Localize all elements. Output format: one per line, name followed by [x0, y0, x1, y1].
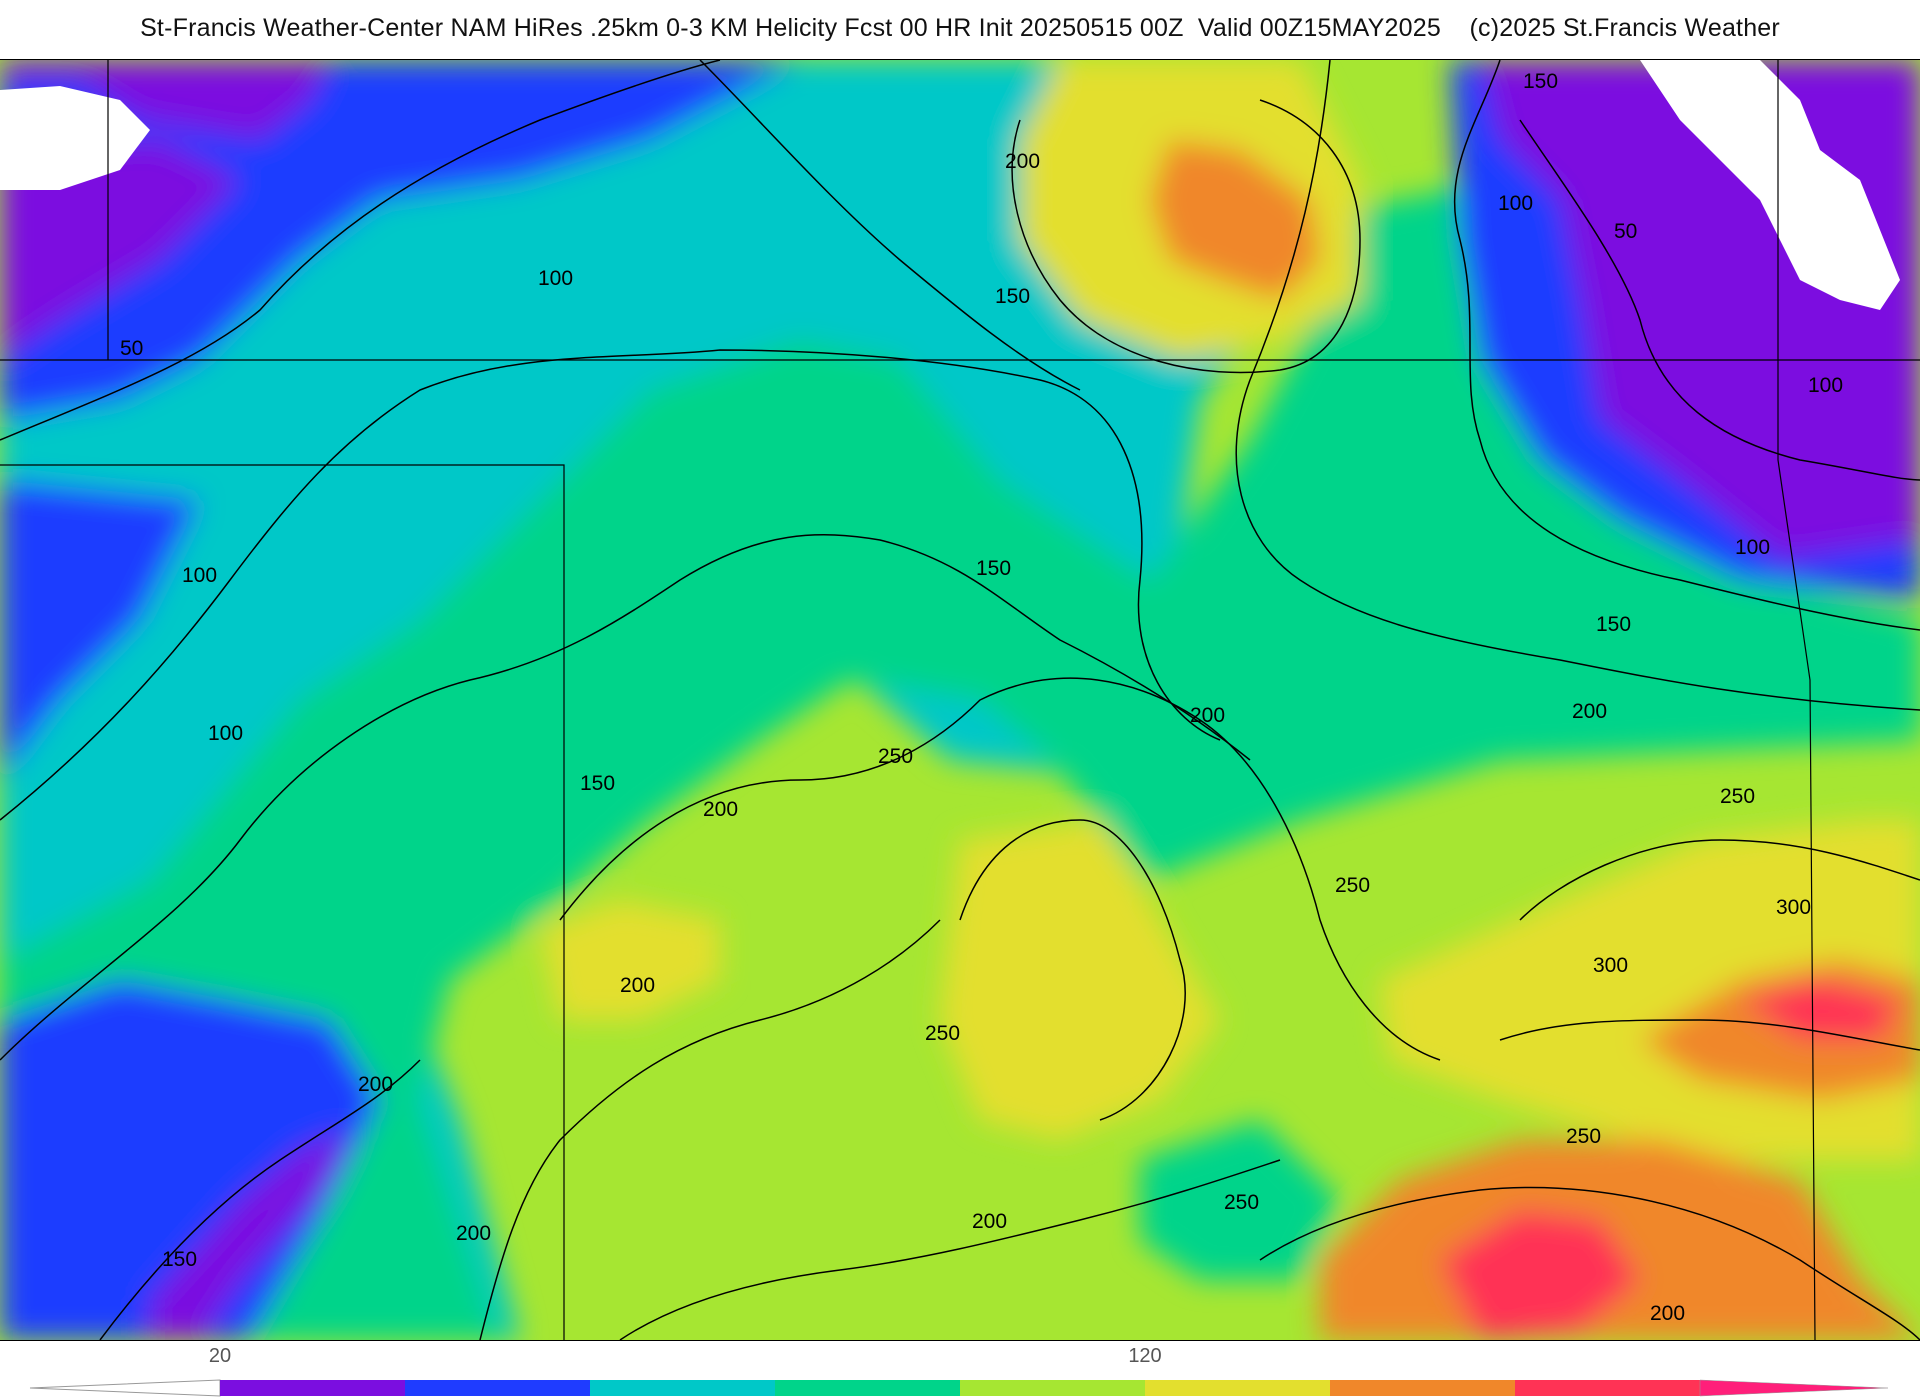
contour-line — [1499, 1019, 1920, 1051]
field-yellow-west — [540, 900, 720, 1020]
contour-label: 50 — [120, 337, 143, 360]
colorbar-bin — [1515, 1380, 1700, 1396]
colorbar-bin — [775, 1380, 960, 1396]
contour-label: 200 — [972, 1210, 1007, 1233]
contour-line — [959, 819, 1186, 1121]
state-boundaries — [0, 60, 1920, 1340]
contour-label: 250 — [1335, 874, 1370, 897]
contour-label: 200 — [1572, 700, 1607, 723]
contour-lines — [0, 60, 1920, 1340]
field-blue-sw — [0, 480, 200, 780]
chart-title: St-Francis Weather-Center NAM HiRes .25k… — [140, 14, 1780, 42]
field-purple-sw — [150, 1130, 350, 1340]
contour-label: 100 — [1498, 192, 1533, 215]
field-purple-west — [0, 140, 240, 360]
contour-label: 150 — [976, 557, 1011, 580]
contour-line — [0, 349, 1221, 821]
contour-label: 150 — [1523, 70, 1558, 93]
field-green-west — [0, 180, 1920, 1340]
contour-label: 100 — [182, 564, 217, 587]
colorbar-bin — [1330, 1380, 1515, 1396]
contour-label: 200 — [703, 798, 738, 821]
contour-line — [619, 1159, 1281, 1340]
contour-label: 150 — [1596, 613, 1631, 636]
contour-line — [99, 1059, 421, 1340]
contour-label: 200 — [620, 974, 655, 997]
field-purple-nw — [0, 60, 330, 140]
colorbar-bin — [405, 1380, 590, 1396]
contour-line — [1259, 1186, 1920, 1340]
contour-label: 200 — [1650, 1302, 1685, 1325]
contour-label: 50 — [1614, 220, 1637, 243]
colorbar-low-arrow — [29, 1379, 221, 1397]
contour-line — [1011, 99, 1361, 374]
contour-line — [479, 919, 941, 1340]
field-white-ne — [1640, 60, 1900, 310]
boundary-line — [1777, 60, 1816, 1340]
contour-line — [1519, 839, 1920, 921]
colorbar-bin — [1145, 1380, 1330, 1396]
field-orange-north — [1150, 140, 1320, 300]
field-green-se — [1140, 1120, 1340, 1280]
colorbar-bins — [220, 1380, 1700, 1396]
field-red-se — [1440, 1210, 1640, 1340]
contour-label: 250 — [925, 1022, 960, 1045]
contour-line — [0, 60, 721, 441]
colorbar-bin — [960, 1380, 1145, 1396]
contour-label: 150 — [995, 285, 1030, 308]
contour-label: 200 — [456, 1222, 491, 1245]
colorbar-bin — [590, 1380, 775, 1396]
contour-label: 150 — [162, 1248, 197, 1271]
helicity-field — [0, 60, 1920, 1340]
field-blue-west — [0, 60, 800, 420]
contour-label: 200 — [1190, 704, 1225, 727]
contour-label: 100 — [538, 267, 573, 290]
colorbar — [29, 1379, 1889, 1397]
contour-label: 100 — [208, 722, 243, 745]
helicity-map[interactable]: 200 150 100 50 100 150 100 50 100 100 15… — [0, 59, 1920, 1341]
field-white-areas — [0, 60, 1900, 310]
boundary-line — [0, 464, 565, 1340]
contour-labels: 200 150 100 50 100 150 100 50 100 100 15… — [120, 70, 1843, 1325]
contour-label: 250 — [878, 745, 913, 768]
colorbar-tick-label: 120 — [1128, 1345, 1162, 1367]
contour-line — [0, 534, 1251, 1061]
field-yellow-central — [940, 820, 1220, 1140]
contour-label: 200 — [358, 1073, 393, 1096]
contour-label: 150 — [580, 772, 615, 795]
field-white-nw — [0, 86, 150, 190]
contour-label: 100 — [1808, 374, 1843, 397]
contour-line — [699, 60, 1081, 391]
colorbar-bin — [220, 1380, 405, 1396]
contour-line — [1235, 60, 1920, 711]
contour-label: 300 — [1593, 954, 1628, 977]
field-blue-south — [0, 980, 380, 1340]
contour-line — [559, 677, 1441, 1061]
colorbar-tick-label: 20 — [208, 1345, 232, 1367]
contour-line — [1453, 60, 1920, 631]
contour-label: 200 — [1005, 150, 1040, 173]
contour-label: 250 — [1224, 1191, 1259, 1214]
contour-label: 300 — [1776, 896, 1811, 919]
contour-label: 250 — [1720, 785, 1755, 808]
contour-label: 250 — [1566, 1125, 1601, 1148]
contour-label: 100 — [1735, 536, 1770, 559]
contour-line — [1519, 119, 1920, 481]
colorbar-high-arrow — [1699, 1379, 1889, 1397]
